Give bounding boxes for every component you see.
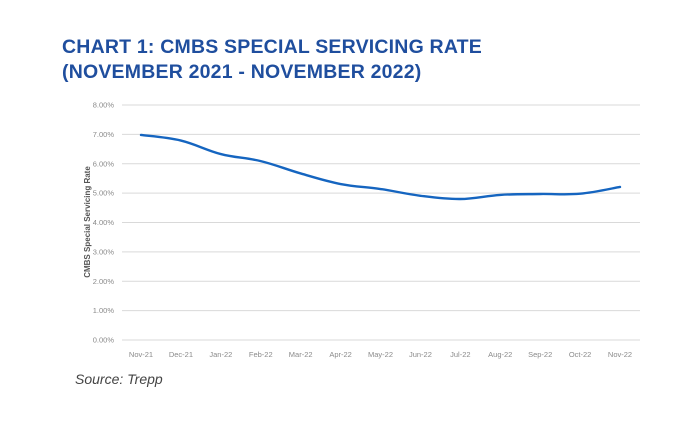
x-tick-label: Mar-22 <box>289 350 313 359</box>
y-tick-label: 0.00% <box>93 336 115 345</box>
x-tick-label: Nov-22 <box>608 350 632 359</box>
x-tick-label: Jan-22 <box>209 350 232 359</box>
x-tick-label: May-22 <box>368 350 393 359</box>
chart-title-line-2: (NOVEMBER 2021 - NOVEMBER 2022) <box>62 61 422 83</box>
x-axis-ticks: Nov-21 Dec-21 Jan-22 Feb-22 Mar-22 Apr-22 May-… <box>129 350 632 359</box>
chart-title-line-1: CHART 1: CMBS SPECIAL SERVICING RATE <box>62 36 482 58</box>
y-tick-label: 1.00% <box>93 306 115 315</box>
y-tick-label: 3.00% <box>93 247 115 256</box>
y-tick-label: 6.00% <box>93 159 115 168</box>
x-tick-label: Jun-22 <box>409 350 432 359</box>
y-tick-label: 5.00% <box>93 189 115 198</box>
series-line <box>139 133 622 201</box>
x-tick-label: Jul-22 <box>450 350 470 359</box>
x-tick-label: Aug-22 <box>488 350 512 359</box>
x-tick-label: Feb-22 <box>249 350 273 359</box>
chart-title: CHART 1: CMBS SPECIAL SERVICING RATE (NO… <box>62 35 482 85</box>
y-tick-label: 8.00% <box>93 101 115 110</box>
y-axis-label: CMBS Special Servicing Rate <box>83 166 92 278</box>
x-tick-label: Sep-22 <box>528 350 552 359</box>
y-axis-ticks: 0.00% 1.00% 2.00% 3.00% 4.00% 5.00% 6.00% 7.00%… <box>93 101 115 345</box>
gridlines <box>122 104 640 341</box>
x-tick-label: Apr-22 <box>329 350 352 359</box>
series-group <box>139 133 622 201</box>
y-tick-label: 7.00% <box>93 130 115 139</box>
source-note: Source: Trepp <box>75 371 163 387</box>
y-tick-label: 4.00% <box>93 218 115 227</box>
x-tick-label: Nov-21 <box>129 350 153 359</box>
x-tick-label: Oct-22 <box>569 350 592 359</box>
y-tick-label: 2.00% <box>93 277 115 286</box>
x-tick-label: Dec-21 <box>169 350 193 359</box>
